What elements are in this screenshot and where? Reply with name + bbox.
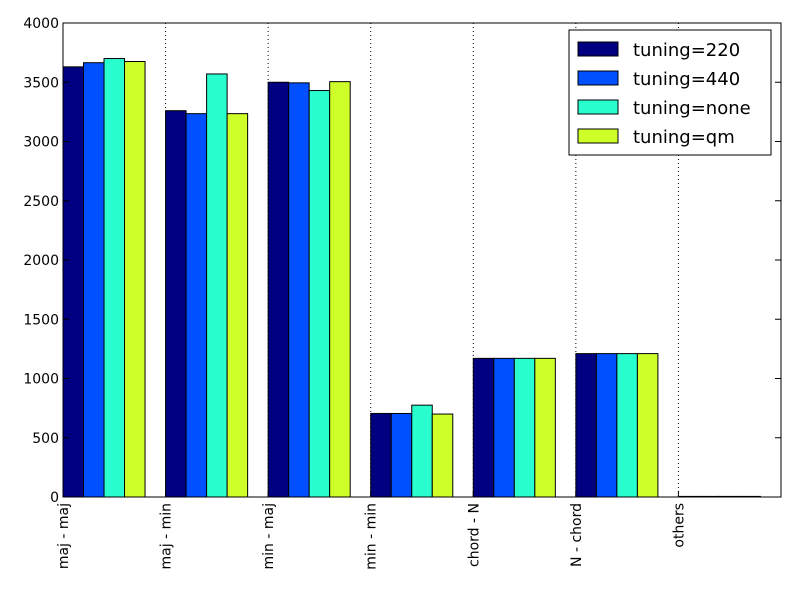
bar xyxy=(124,61,146,498)
y-tick-label: 500 xyxy=(32,431,59,447)
x-tick-label: min - maj xyxy=(261,503,277,569)
bar xyxy=(616,353,638,498)
bar xyxy=(411,404,433,498)
legend-swatch xyxy=(577,41,619,57)
bar xyxy=(431,413,454,498)
bar xyxy=(390,412,413,498)
x-tick-label: min - min xyxy=(364,503,380,570)
y-tick-label: 1500 xyxy=(23,312,59,328)
bar xyxy=(62,66,85,498)
x-tick-label: chord - N xyxy=(466,503,482,567)
y-tick-label: 3000 xyxy=(23,135,59,151)
legend-label: tuning=440 xyxy=(633,69,740,90)
x-tick-label: maj - maj xyxy=(56,503,72,569)
bar xyxy=(636,353,659,498)
x-tick-label: maj - min xyxy=(159,503,175,569)
legend-swatch xyxy=(577,70,619,86)
bar xyxy=(329,81,351,498)
bar xyxy=(267,81,290,498)
y-tick-label: 0 xyxy=(50,490,59,506)
bar xyxy=(165,110,187,498)
x-axis: maj - maj maj - min min - maj min - min chor… xyxy=(56,491,687,570)
y-axis: 0 500 1000 1500 2000 2500 3000 3500 4000 xyxy=(23,16,781,506)
bar xyxy=(595,353,618,498)
y-tick-label: 3500 xyxy=(23,75,59,91)
legend-label: tuning=qm xyxy=(633,127,735,148)
x-tick-label: others xyxy=(671,503,687,548)
bar xyxy=(493,357,515,498)
bar xyxy=(308,90,331,498)
bar xyxy=(103,58,126,498)
bar xyxy=(575,353,597,498)
legend-swatch xyxy=(577,99,619,115)
y-tick-label: 2000 xyxy=(23,253,59,269)
bar xyxy=(534,357,556,498)
legend-swatch xyxy=(577,128,619,144)
bar xyxy=(472,357,495,498)
bar xyxy=(370,412,392,498)
bar xyxy=(83,62,105,498)
bar xyxy=(206,73,228,498)
y-tick-label: 2500 xyxy=(23,194,59,210)
y-tick-label: 1000 xyxy=(23,372,59,388)
y-tick-label: 4000 xyxy=(23,16,59,32)
bar xyxy=(513,357,536,498)
bar xyxy=(185,113,208,498)
legend-label: tuning=none xyxy=(633,98,751,119)
legend-label: tuning=220 xyxy=(633,40,740,61)
x-tick-label: N - chord xyxy=(569,503,585,567)
bar xyxy=(288,82,310,498)
bar xyxy=(226,113,249,498)
legend: tuning=220 tuning=440 tuning=none tuning=qm xyxy=(568,29,772,156)
